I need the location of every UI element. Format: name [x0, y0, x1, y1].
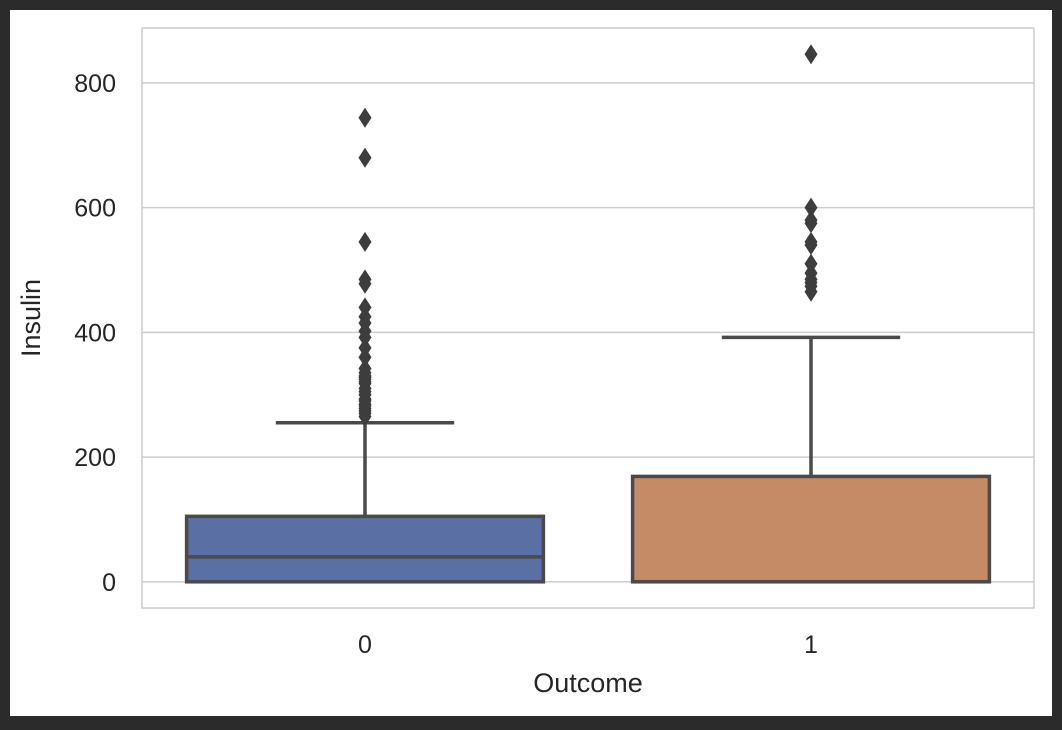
outlier-1-9: [804, 210, 818, 231]
box-group-1: [630, 44, 992, 584]
outlier-0-24: [358, 297, 372, 318]
box-1: [630, 474, 992, 584]
outlier-0-19: [358, 337, 372, 358]
y-tick-400: 400: [74, 319, 116, 347]
y-tick-800: 800: [74, 70, 116, 98]
outlier-0-17: [358, 358, 372, 379]
outlier-0-28: [358, 147, 372, 168]
x-tick-1: 1: [804, 631, 818, 659]
outlier-1-11: [804, 44, 818, 65]
y-axis-label: Insulin: [16, 279, 46, 357]
x-axis-label: Outcome: [533, 668, 643, 698]
y-tick-0: 0: [102, 569, 116, 597]
x-tick-0: 0: [358, 631, 372, 659]
y-tick-labels: 0 200 400 600 800: [74, 70, 116, 597]
boxes: [184, 44, 992, 584]
outlier-0-29: [358, 107, 372, 128]
outlier-1-7: [804, 231, 818, 252]
box-group-0: [184, 107, 546, 584]
outlier-1-10: [804, 197, 818, 218]
outlier-0-27: [358, 231, 372, 252]
outlier-0-26: [358, 269, 372, 290]
outlier-1-5: [804, 253, 818, 274]
y-tick-600: 600: [74, 195, 116, 223]
box-0: [184, 514, 546, 584]
y-tick-200: 200: [74, 444, 116, 472]
